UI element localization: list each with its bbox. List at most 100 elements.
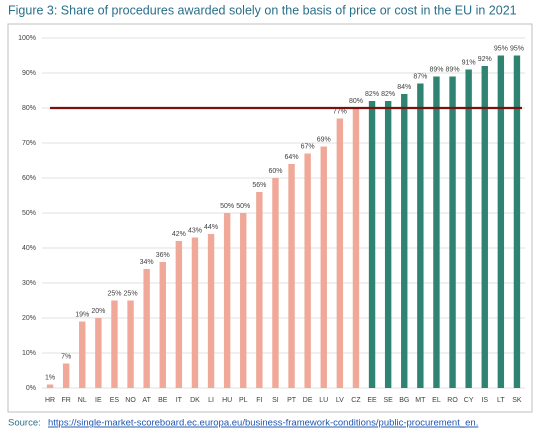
chart-frame — [7, 23, 533, 413]
x-tick-label: IT — [176, 397, 183, 404]
value-label: 44% — [204, 224, 218, 231]
bar — [62, 363, 70, 388]
value-label: 7% — [61, 353, 71, 360]
x-tick-label: EE — [367, 397, 377, 404]
bar — [175, 241, 183, 388]
value-label: 82% — [381, 91, 395, 98]
x-tick-label: RO — [447, 397, 458, 404]
x-tick-label: NL — [78, 397, 87, 404]
bar — [465, 69, 472, 388]
bar — [449, 76, 456, 388]
x-tick-label: DE — [303, 397, 313, 404]
bar — [79, 321, 86, 388]
x-tick-label: HR — [45, 397, 55, 404]
bar — [95, 318, 102, 388]
x-tick-label: HU — [222, 397, 232, 404]
x-tick-label: FR — [61, 397, 70, 404]
value-label: 92% — [478, 56, 492, 63]
x-tick-label: SK — [512, 397, 522, 404]
x-tick-label: IS — [481, 397, 488, 404]
x-tick-label: IE — [95, 397, 102, 404]
bar — [46, 384, 54, 388]
x-tick-label: BG — [399, 397, 409, 404]
x-tick-label: LT — [497, 397, 505, 404]
value-label: 20% — [91, 308, 105, 315]
bar — [417, 83, 424, 388]
bar — [159, 262, 166, 388]
value-label: 25% — [124, 290, 138, 297]
value-label: 50% — [236, 203, 250, 210]
source-link[interactable]: https://single-market-scoreboard.ec.euro… — [48, 418, 478, 429]
x-tick-label: DK — [190, 397, 200, 404]
y-tick-label: 0% — [26, 385, 36, 392]
x-tick-label: FI — [256, 397, 262, 404]
value-label: 95% — [494, 45, 508, 52]
x-tick-label: ES — [110, 397, 120, 404]
chart-title: Figure 3: Share of procedures awarded so… — [8, 3, 517, 17]
value-label: 60% — [268, 168, 282, 175]
value-label: 91% — [462, 59, 476, 66]
y-tick-label: 80% — [22, 105, 36, 112]
value-label: 34% — [140, 259, 154, 266]
bar — [352, 108, 360, 388]
x-tick-label: PL — [239, 397, 248, 404]
value-label: 19% — [75, 311, 89, 318]
value-label: 84% — [397, 84, 411, 91]
bar — [272, 178, 279, 388]
bar — [336, 118, 344, 388]
value-label: 87% — [413, 73, 427, 80]
x-tick-label: BE — [158, 397, 168, 404]
source-link-anchor[interactable]: https://single-market-scoreboard.ec.euro… — [48, 418, 478, 429]
bar — [127, 300, 134, 388]
x-tick-label: LV — [336, 397, 344, 404]
x-tick-label: MT — [415, 397, 426, 404]
bar — [111, 300, 118, 388]
value-label: 42% — [172, 231, 186, 238]
x-tick-label: PT — [287, 397, 297, 404]
source-label: Source: — [8, 418, 41, 429]
y-tick-label: 30% — [22, 280, 36, 287]
x-tick-label: SI — [272, 397, 279, 404]
y-tick-label: 70% — [22, 140, 36, 147]
bar — [240, 213, 247, 388]
value-label: 77% — [333, 108, 347, 115]
value-label: 69% — [317, 136, 331, 143]
bar — [304, 153, 311, 388]
bar — [191, 237, 199, 388]
value-label: 89% — [429, 66, 443, 73]
value-label: 95% — [510, 45, 524, 52]
y-tick-label: 90% — [22, 70, 36, 77]
x-tick-label: EL — [432, 397, 441, 404]
value-label: 80% — [349, 98, 363, 105]
x-tick-label: AT — [142, 397, 151, 404]
y-tick-label: 10% — [22, 350, 36, 357]
x-tick-label: LI — [208, 397, 214, 404]
bar — [368, 101, 376, 388]
bar — [433, 76, 440, 388]
value-label: 25% — [107, 290, 121, 297]
x-tick-label: CZ — [351, 397, 361, 404]
bar — [481, 66, 488, 388]
value-label: 89% — [446, 66, 460, 73]
bar — [513, 55, 521, 388]
y-tick-label: 20% — [22, 315, 36, 322]
value-label: 82% — [365, 91, 379, 98]
value-label: 64% — [285, 154, 299, 161]
value-label: 56% — [252, 182, 266, 189]
bar — [401, 94, 408, 388]
y-tick-label: 50% — [22, 210, 36, 217]
x-tick-label: CY — [464, 397, 474, 404]
bar — [207, 234, 215, 388]
value-label: 43% — [188, 227, 202, 234]
x-tick-label: SE — [383, 397, 393, 404]
value-label: 36% — [156, 252, 170, 259]
bar — [223, 213, 231, 388]
value-label: 1% — [45, 374, 55, 381]
x-tick-label: LU — [319, 397, 328, 404]
bar — [256, 192, 263, 388]
bar — [288, 164, 295, 388]
x-tick-label: NO — [125, 397, 136, 404]
bar — [497, 55, 505, 388]
y-tick-label: 60% — [22, 175, 36, 182]
